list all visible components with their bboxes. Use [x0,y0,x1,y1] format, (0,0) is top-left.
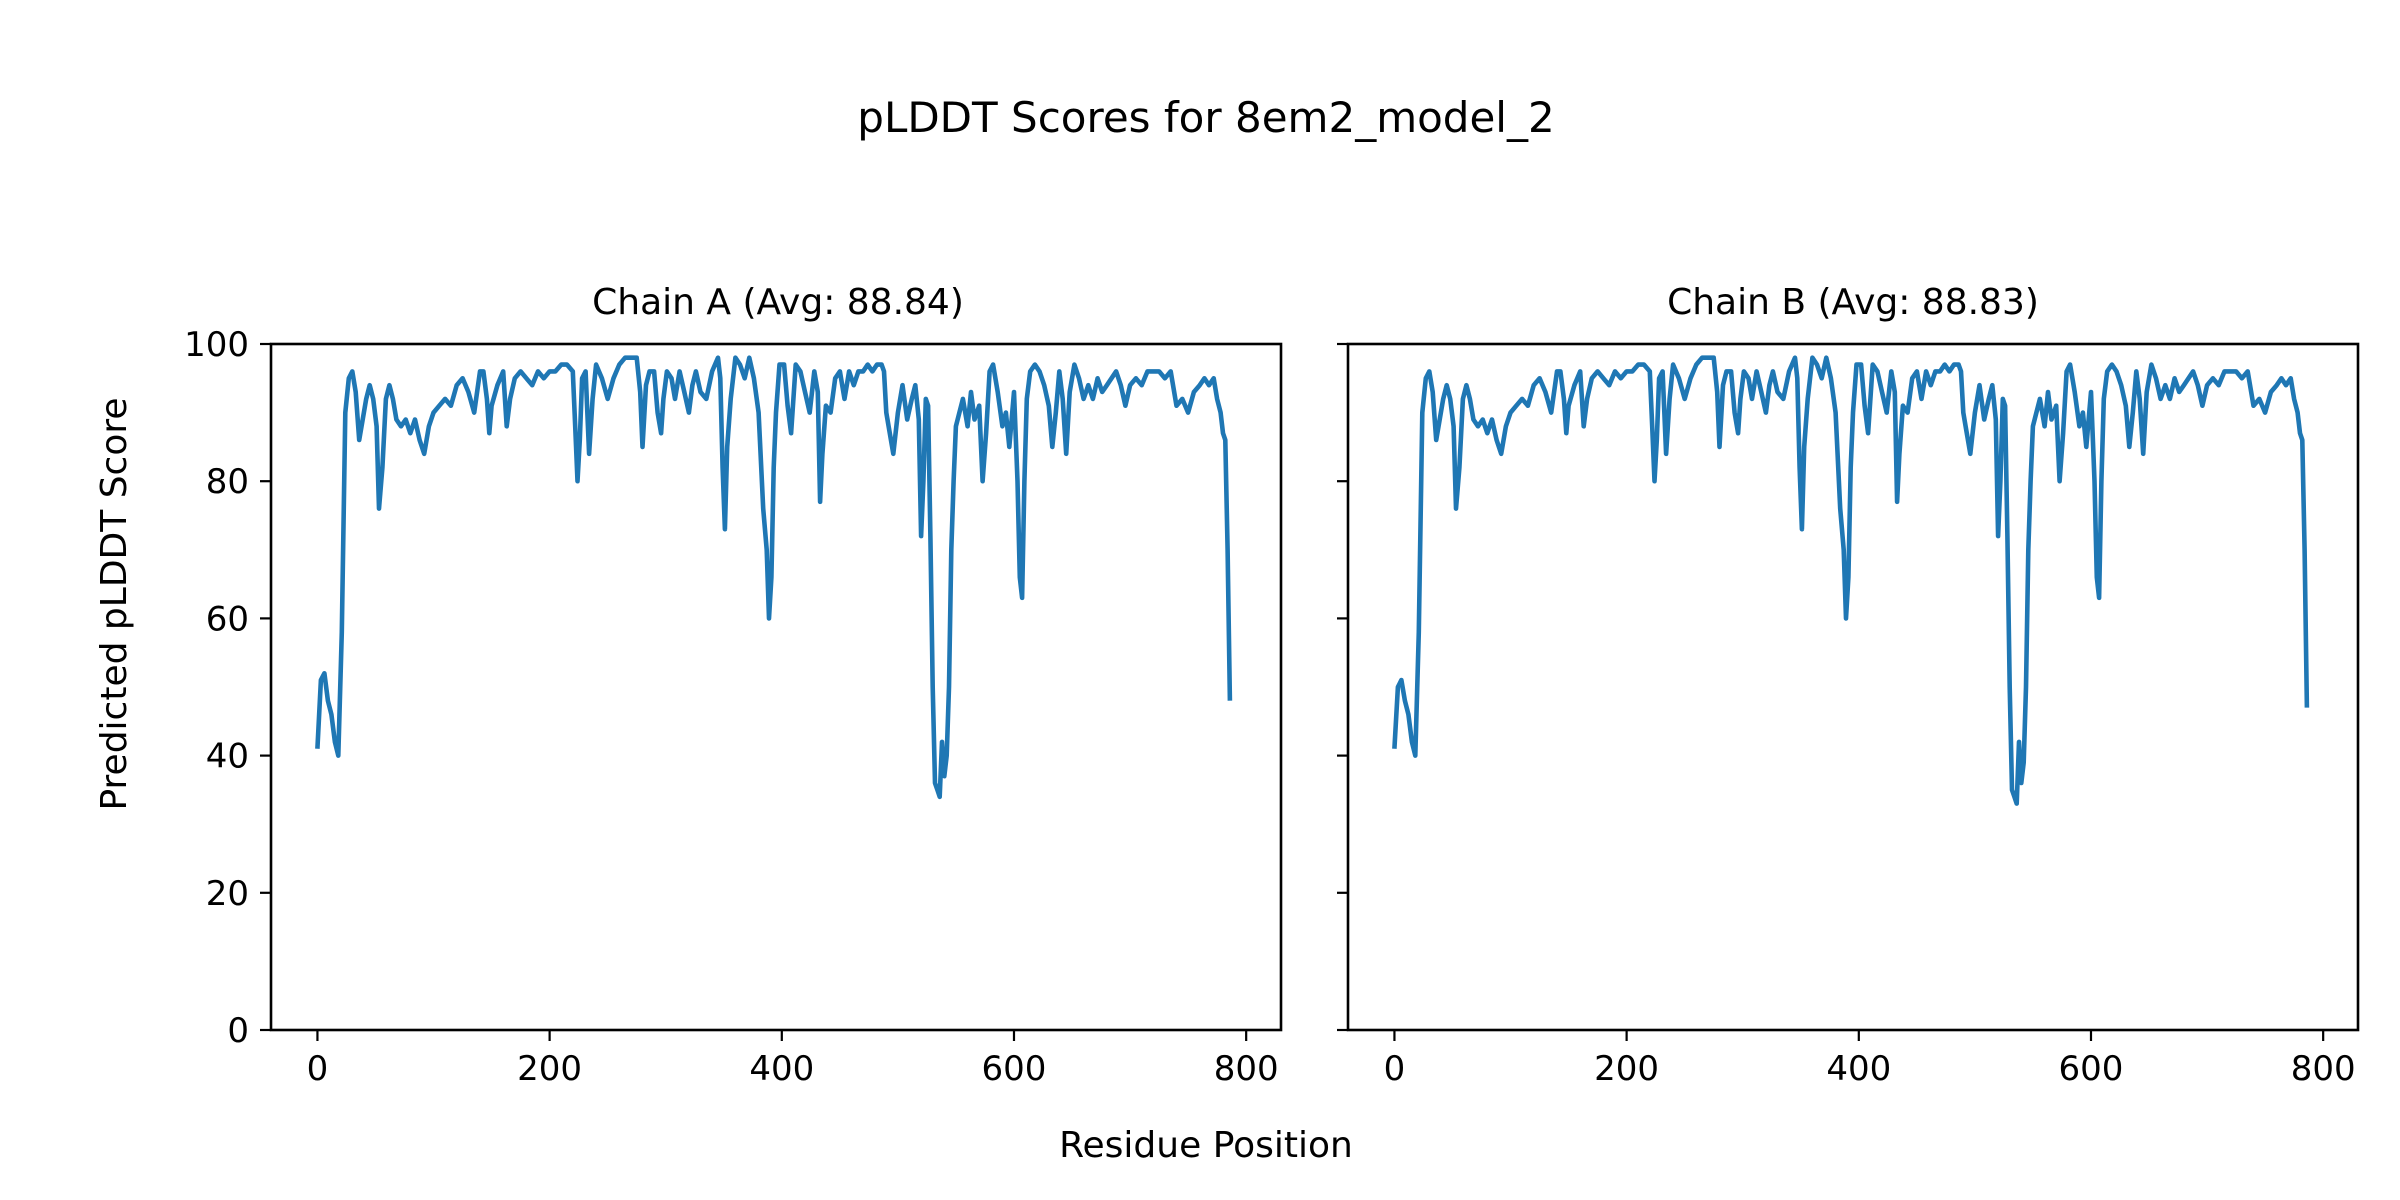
chain-a-y-tick-label: 0 [227,1011,249,1051]
y-axis-label: Predicted pLDDT Score [94,397,135,810]
chain-a-x-tick-label: 600 [982,1049,1047,1089]
chain-a-panel: Chain A (Avg: 88.84) 0 200 400 600 800 0 20 40 6… [184,282,1283,1089]
chain-b-plddt-line [1392,355,2310,806]
chain-a-x-tick-label: 400 [749,1049,814,1089]
chain-a-title: Chain A (Avg: 88.84) [592,282,964,323]
chain-a-plot-area [315,355,1233,800]
x-axis-label: Residue Position [1059,1125,1353,1166]
chain-a-y-tick-label: 80 [206,462,249,502]
chain-b-panel: Chain B (Avg: 88.83) 0 200 400 600 800 [1337,282,2360,1089]
chain-a-x-tick-label: 200 [517,1049,582,1089]
chain-b-x-tick-label: 600 [2059,1049,2124,1089]
chain-a-axes-frame [269,342,1283,1032]
chain-a-x-tick-label: 800 [1214,1049,1279,1089]
chain-a-y-tick-label: 60 [206,599,249,639]
chain-b-title: Chain B (Avg: 88.83) [1667,282,2039,323]
figure-title: pLDDT Scores for 8em2_model_2 [857,93,1554,142]
chain-a-plddt-line [315,355,1233,800]
chain-b-axes-frame [1346,342,2360,1032]
chain-b-x-tick-label: 400 [1826,1049,1891,1089]
chain-b-x-tick-label: 200 [1594,1049,1659,1089]
chain-a-ticks: 0 200 400 600 800 0 20 40 60 80 100 [184,325,1279,1089]
chain-b-ticks: 0 200 400 600 800 [1337,342,2356,1089]
chain-b-x-tick-label: 800 [2291,1049,2356,1089]
chain-a-y-tick-label: 20 [206,874,249,914]
chain-a-y-tick-label: 40 [206,737,249,777]
chain-a-y-tick-label: 100 [184,325,249,365]
chain-b-plot-area [1392,355,2310,806]
chain-a-x-tick-label: 0 [307,1049,329,1089]
chain-b-x-tick-label: 0 [1384,1049,1406,1089]
